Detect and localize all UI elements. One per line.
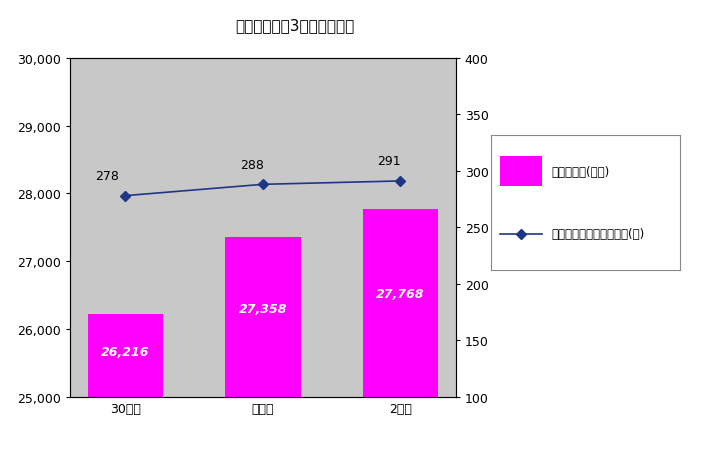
Text: 291: 291: [378, 155, 401, 168]
Bar: [225, 237, 301, 451]
Text: 26,216: 26,216: [101, 345, 150, 358]
Text: （表２）過去3年間のごみ量: （表２）過去3年間のごみ量: [235, 18, 354, 33]
Bar: [362, 210, 438, 451]
Text: 年間ごみ量(トン): 年間ごみ量(トン): [551, 166, 609, 178]
Text: 一人あたりの年間ごみ量(㎎): 一人あたりの年間ごみ量(㎎): [551, 228, 644, 240]
FancyBboxPatch shape: [501, 157, 542, 187]
Text: 288: 288: [240, 158, 264, 171]
Text: 27,358: 27,358: [238, 303, 287, 316]
Text: 278: 278: [95, 170, 119, 183]
Text: 27,768: 27,768: [376, 287, 425, 300]
Bar: [88, 315, 163, 451]
